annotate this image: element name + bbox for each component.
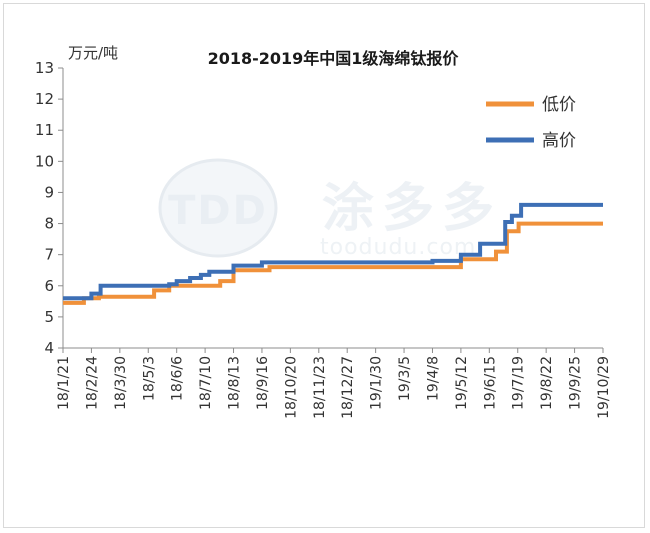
series-line-high: [63, 202, 603, 301]
y-tick-label: 9: [44, 183, 54, 201]
x-tick-label: 19/5/12: [454, 356, 470, 410]
y-tick-label: 5: [44, 308, 54, 326]
x-tick-label: 19/10/29: [596, 356, 612, 419]
x-tick-label: 18/8/13: [227, 356, 243, 410]
x-tick-label: 18/10/20: [283, 356, 299, 419]
watermark-logo-text: TDD: [168, 188, 268, 234]
x-tick-label: 18/2/24: [84, 356, 100, 410]
y-tick-label: 4: [44, 339, 54, 357]
y-tick-label: 7: [44, 246, 54, 264]
watermark-chinese-text: 涂多多: [322, 179, 502, 239]
y-tick-label: 13: [35, 59, 54, 77]
x-tick-label: 19/1/30: [369, 356, 385, 410]
chart-title: 2018-2019年中国1级海绵钛报价: [208, 49, 460, 68]
series-line-low: [63, 221, 603, 305]
x-tick-label: 18/12/27: [340, 356, 356, 419]
x-tick-label: 18/3/30: [113, 356, 129, 410]
y-tick-label: 6: [44, 277, 54, 295]
watermark-url-text: toodudu.com: [320, 235, 476, 260]
legend: 低价 高价: [486, 95, 576, 151]
series-layer: [63, 202, 603, 305]
watermark: TDD 涂多多 toodudu.com: [158, 158, 502, 260]
y-tick-label: 8: [44, 215, 54, 233]
x-tick-label: 18/6/6: [170, 356, 186, 401]
x-tick-label: 18/7/10: [198, 356, 214, 410]
x-tick-label: 19/6/15: [482, 356, 498, 410]
x-tick-label: 18/11/23: [312, 356, 328, 419]
legend-label-low: 低价: [542, 95, 576, 115]
x-tick-label: 19/4/8: [425, 356, 441, 401]
x-axis: 18/1/21 18/2/24 18/3/30 18/5/3 18/6/6 18/7/10…: [56, 347, 612, 419]
y-axis: 4 5 6 7 8 9 10 11 12 13: [35, 59, 64, 357]
legend-label-high: 高价: [542, 131, 576, 151]
x-tick-label: 18/1/21: [56, 356, 72, 410]
x-tick-label: 19/3/5: [397, 356, 413, 401]
x-tick-label: 19/8/22: [539, 356, 555, 410]
y-tick-label: 10: [35, 152, 54, 170]
y-tick-label: 12: [35, 90, 54, 108]
x-tick-label: 19/7/19: [511, 356, 527, 410]
watermark-logo-badge: [158, 158, 278, 258]
unit-label: 万元/吨: [68, 44, 118, 62]
x-tick-label: 19/9/25: [568, 356, 584, 410]
y-tick-label: 11: [35, 121, 54, 139]
x-tick-label: 18/5/3: [141, 356, 157, 401]
x-tick-label: 18/9/16: [255, 356, 271, 410]
